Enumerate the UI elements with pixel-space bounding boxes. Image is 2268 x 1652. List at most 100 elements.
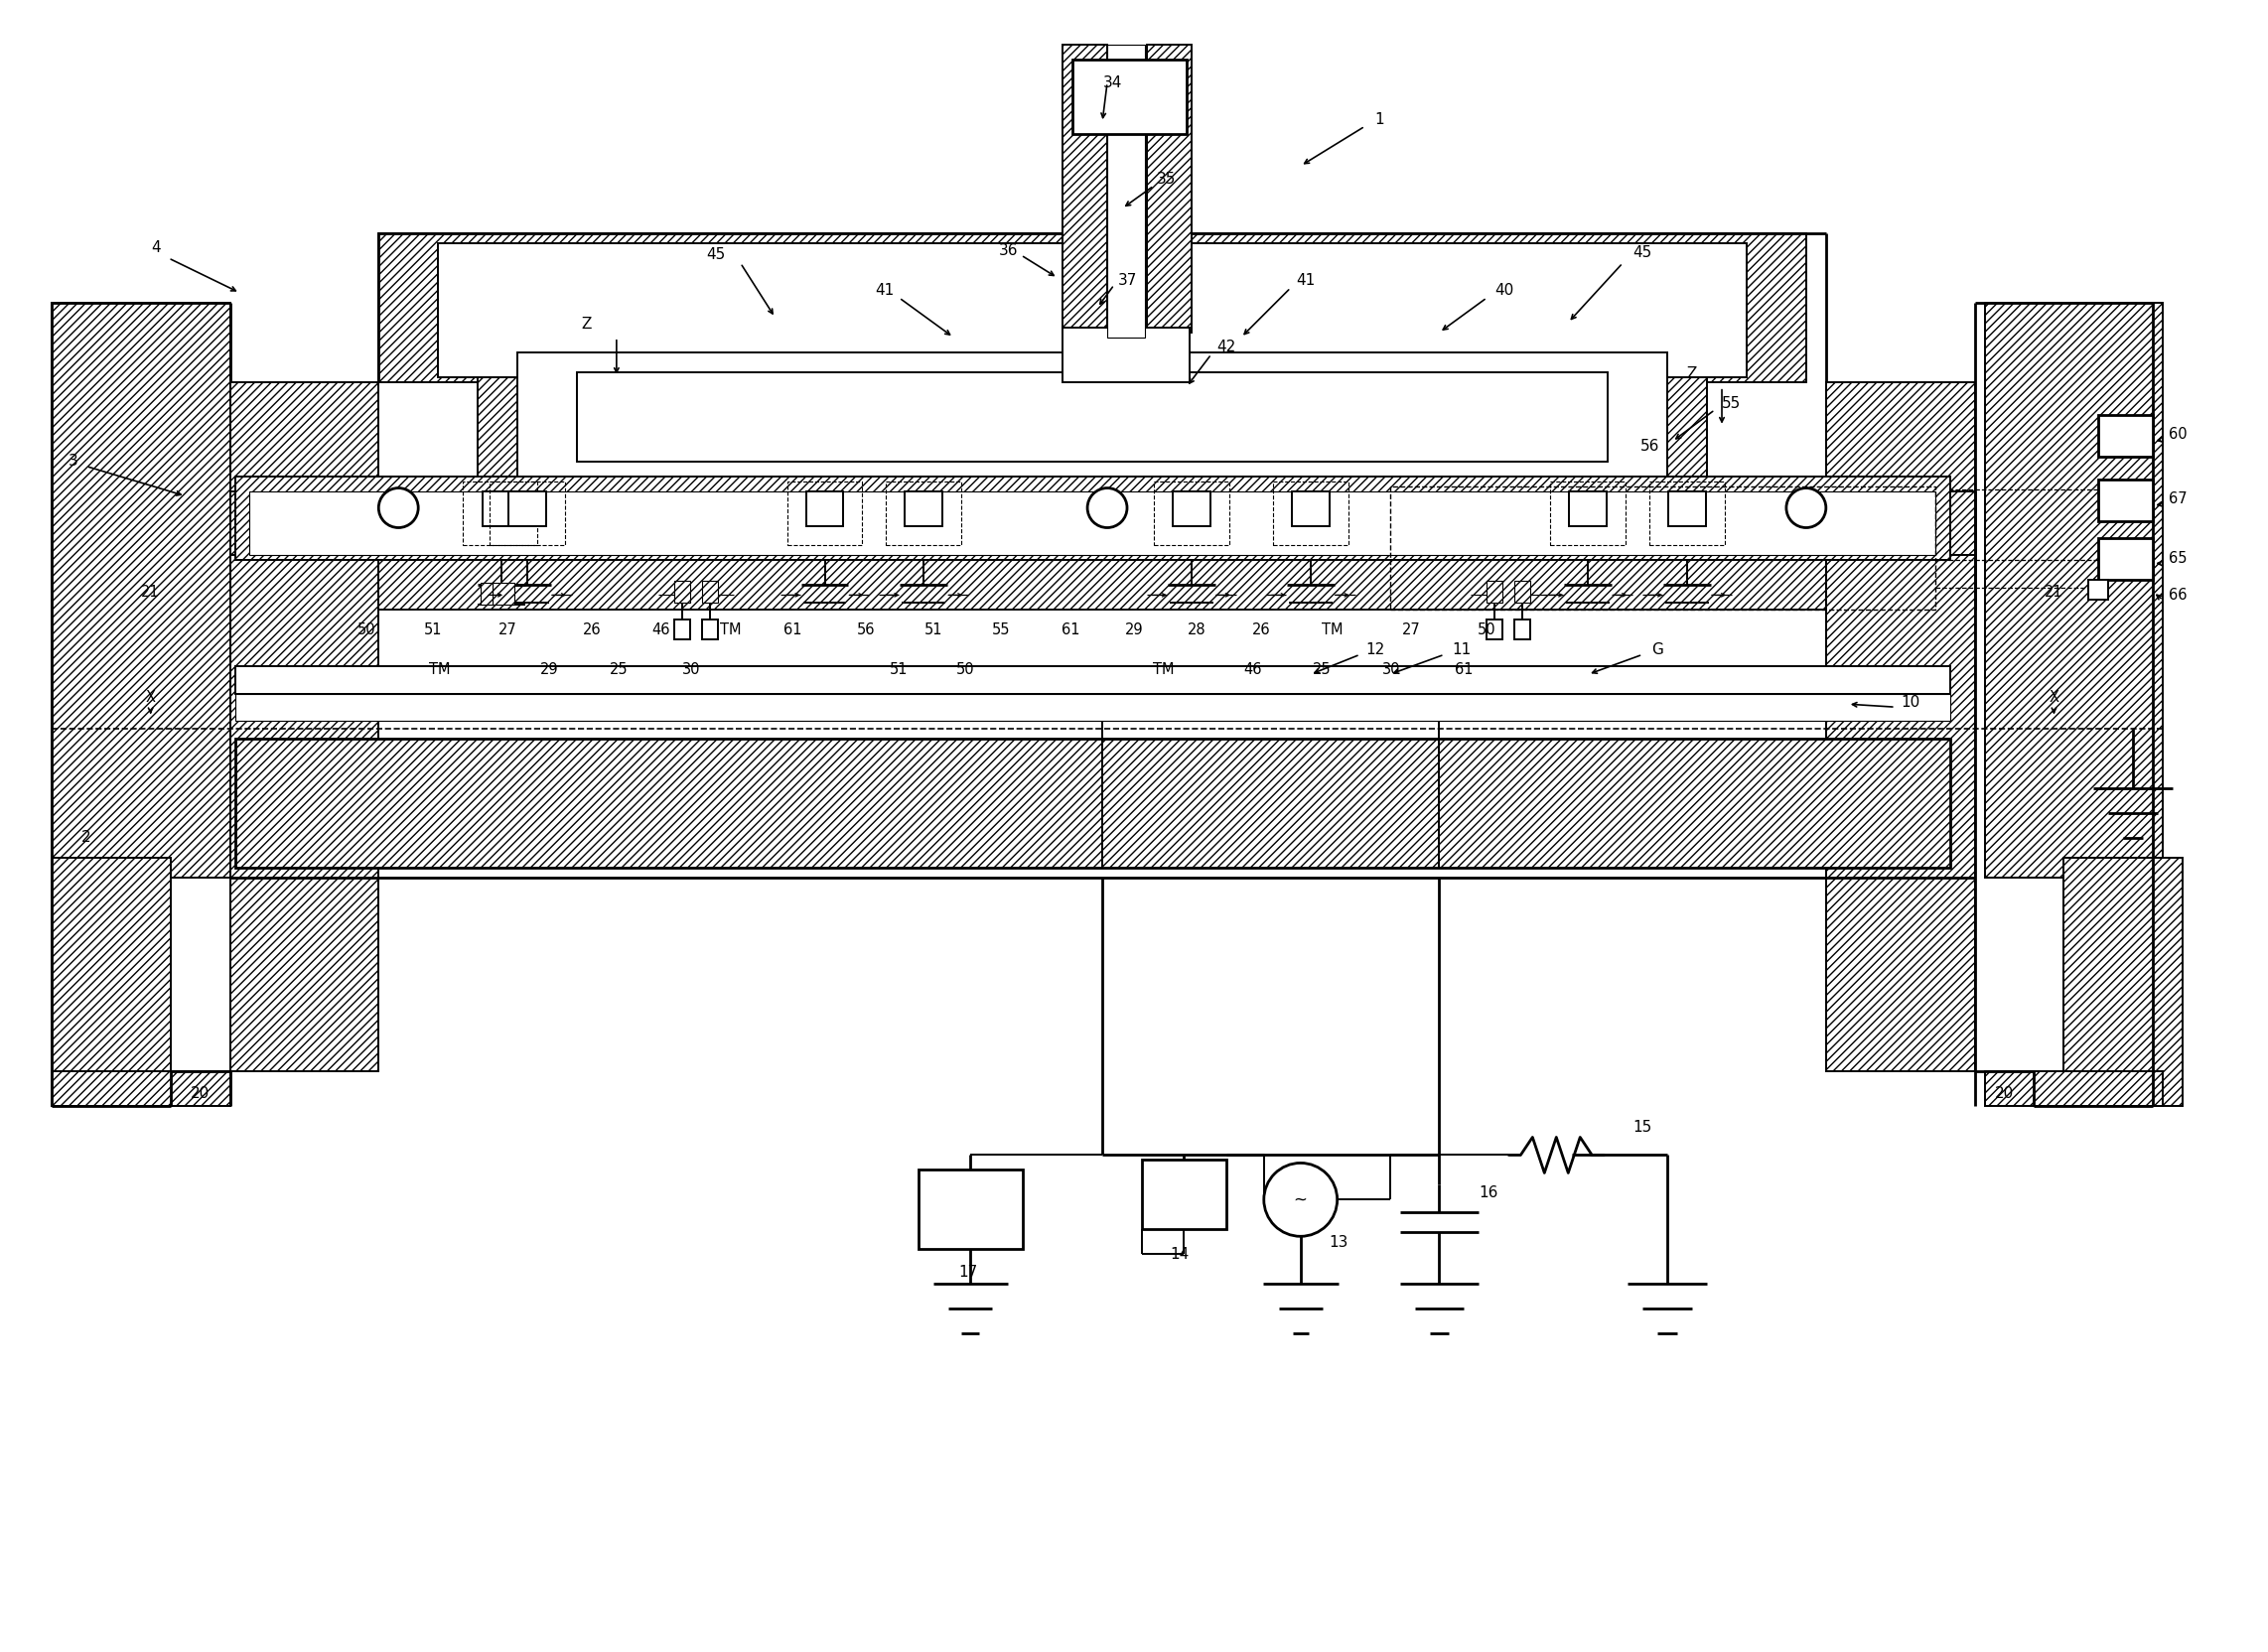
Text: 25: 25 — [1313, 662, 1331, 677]
Bar — [1064, 45, 1107, 332]
Text: 21: 21 — [2046, 585, 2064, 600]
Bar — [1141, 1160, 1227, 1229]
Bar — [1984, 302, 2164, 877]
Text: 65: 65 — [2168, 552, 2186, 567]
Text: 30: 30 — [683, 662, 701, 677]
Bar — [229, 382, 379, 491]
Text: TM: TM — [429, 662, 451, 677]
Text: 30: 30 — [1383, 662, 1402, 677]
Text: 51: 51 — [889, 662, 907, 677]
Bar — [701, 620, 717, 639]
Bar — [236, 694, 1950, 720]
Bar — [2064, 857, 2182, 1105]
Text: Z: Z — [581, 317, 592, 332]
Bar — [1073, 59, 1186, 134]
Text: 1: 1 — [1374, 112, 1386, 127]
Bar — [674, 582, 689, 603]
Circle shape — [1787, 487, 1826, 527]
Text: TM: TM — [719, 623, 742, 638]
Bar — [1390, 486, 1935, 610]
Bar — [229, 382, 379, 491]
Bar — [1826, 555, 1975, 1070]
Bar — [490, 481, 565, 545]
Bar — [52, 1070, 229, 1105]
Bar — [701, 582, 717, 603]
Bar — [805, 491, 844, 525]
Bar — [52, 857, 170, 1105]
Bar — [905, 491, 943, 525]
Bar — [576, 372, 1608, 461]
Bar — [481, 583, 492, 605]
Bar — [229, 555, 379, 1070]
Bar — [1984, 302, 2164, 877]
Text: 55: 55 — [991, 623, 1009, 638]
Bar — [1064, 45, 1107, 332]
Text: 40: 40 — [1495, 284, 1513, 299]
Text: 42: 42 — [1216, 340, 1236, 355]
Text: 51: 51 — [424, 623, 442, 638]
Bar — [674, 620, 689, 639]
Text: 37: 37 — [1118, 274, 1136, 289]
Bar — [1290, 491, 1329, 525]
Bar — [919, 1170, 1023, 1249]
Bar — [1148, 45, 1191, 332]
Bar — [1669, 491, 1706, 525]
Bar — [236, 476, 1950, 560]
Text: 20: 20 — [1996, 1085, 2014, 1100]
Bar — [463, 481, 538, 545]
Text: 50: 50 — [957, 662, 975, 677]
Text: 26: 26 — [583, 623, 601, 638]
Bar — [236, 738, 1950, 867]
Bar — [1984, 1070, 2164, 1105]
Text: G: G — [1651, 643, 1662, 657]
Bar — [2098, 415, 2152, 456]
Bar — [508, 491, 547, 525]
Bar — [1649, 481, 1726, 545]
Text: 28: 28 — [1186, 623, 1207, 638]
Text: 61: 61 — [1456, 662, 1474, 677]
Bar — [1488, 582, 1504, 603]
Text: 20: 20 — [191, 1085, 209, 1100]
Bar — [492, 583, 515, 605]
Bar — [229, 491, 1955, 610]
Bar — [229, 491, 1955, 610]
Bar — [1272, 481, 1347, 545]
Text: 61: 61 — [1061, 623, 1080, 638]
Text: 21: 21 — [141, 585, 159, 600]
Text: 41: 41 — [875, 284, 894, 299]
Bar — [481, 583, 492, 605]
Bar — [1569, 491, 1606, 525]
Text: 16: 16 — [1479, 1184, 1499, 1199]
Text: 13: 13 — [1329, 1234, 1347, 1249]
Text: 10: 10 — [1901, 694, 1919, 710]
Bar — [1515, 582, 1531, 603]
Text: X: X — [2048, 689, 2059, 705]
Bar — [1515, 620, 1531, 639]
Bar — [52, 302, 229, 877]
Text: 3: 3 — [68, 454, 77, 469]
Bar — [483, 491, 519, 525]
Text: 45: 45 — [705, 248, 726, 263]
Bar — [479, 342, 1708, 491]
Text: ~: ~ — [1293, 1191, 1306, 1209]
Text: 27: 27 — [499, 623, 517, 638]
Bar — [1515, 582, 1531, 603]
Text: 25: 25 — [610, 662, 628, 677]
Bar — [2098, 539, 2152, 580]
Text: 67: 67 — [2168, 492, 2186, 507]
Circle shape — [379, 487, 417, 527]
Text: 46: 46 — [1243, 662, 1263, 677]
Bar — [1826, 491, 1975, 610]
Bar — [1488, 582, 1504, 603]
Text: 50: 50 — [358, 623, 376, 638]
Bar — [1826, 382, 1975, 491]
Bar — [379, 233, 1805, 382]
Bar — [236, 476, 1950, 560]
Bar — [236, 666, 1950, 694]
Text: 17: 17 — [959, 1264, 978, 1279]
Bar — [1488, 620, 1504, 639]
Text: 29: 29 — [540, 662, 558, 677]
Text: 27: 27 — [1402, 623, 1420, 638]
Text: 45: 45 — [1633, 246, 1651, 261]
Text: 14: 14 — [1170, 1247, 1188, 1262]
